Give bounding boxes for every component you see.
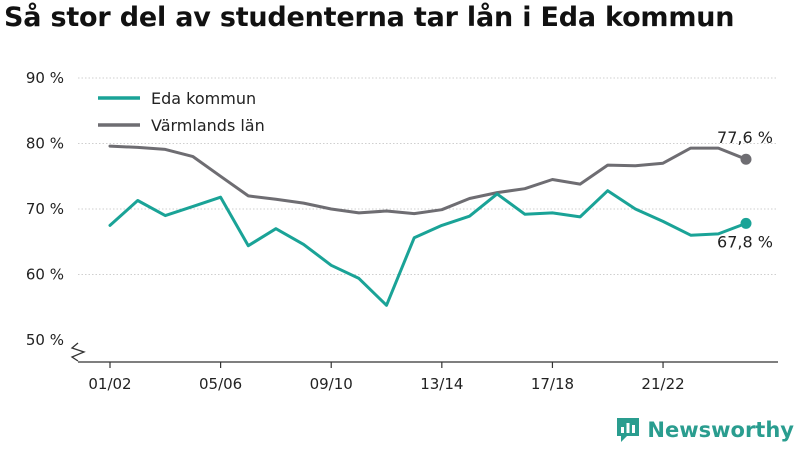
x-tick-label: 21/22 <box>641 375 684 393</box>
newsworthy-brand: Newsworthy <box>615 416 794 444</box>
y-tick-label: 70 % <box>26 200 64 218</box>
series-lines <box>108 144 748 307</box>
series-line-varmland <box>108 144 748 216</box>
x-axis: 01/02 05/06 09/10 13/14 17/18 21/22 <box>70 342 778 393</box>
series-line-eda <box>108 189 748 307</box>
y-axis-ticks: 50 % 60 % 70 % 80 % 90 % <box>26 69 64 349</box>
gridlines <box>78 77 778 275</box>
y-tick-label: 60 % <box>26 266 64 284</box>
series-endpoint-eda <box>740 217 752 229</box>
legend: Eda kommun Värmlands län <box>98 89 265 135</box>
y-tick-label: 80 % <box>26 135 64 153</box>
chart-title: Så stor del av studenterna tar lån i Eda… <box>4 2 735 33</box>
series-endpoints: 67,8 % 77,6 % <box>717 128 773 251</box>
x-tick-label: 17/18 <box>531 375 574 393</box>
legend-label: Eda kommun <box>151 89 256 108</box>
brand-name: Newsworthy <box>647 418 794 442</box>
end-value-label: 67,8 % <box>717 232 773 251</box>
x-tick-label: 13/14 <box>420 375 463 393</box>
x-tick-label: 01/02 <box>88 375 131 393</box>
y-tick-label: 50 % <box>26 331 64 349</box>
end-value-label: 77,6 % <box>717 128 773 147</box>
x-tick-label: 05/06 <box>199 375 242 393</box>
axis-break-icon <box>70 342 86 362</box>
legend-label: Värmlands län <box>151 116 265 135</box>
x-tick-label: 09/10 <box>310 375 353 393</box>
y-tick-label: 90 % <box>26 69 64 87</box>
series-endpoint-varmland <box>740 153 752 165</box>
bar-chart-logo-icon <box>617 418 640 442</box>
